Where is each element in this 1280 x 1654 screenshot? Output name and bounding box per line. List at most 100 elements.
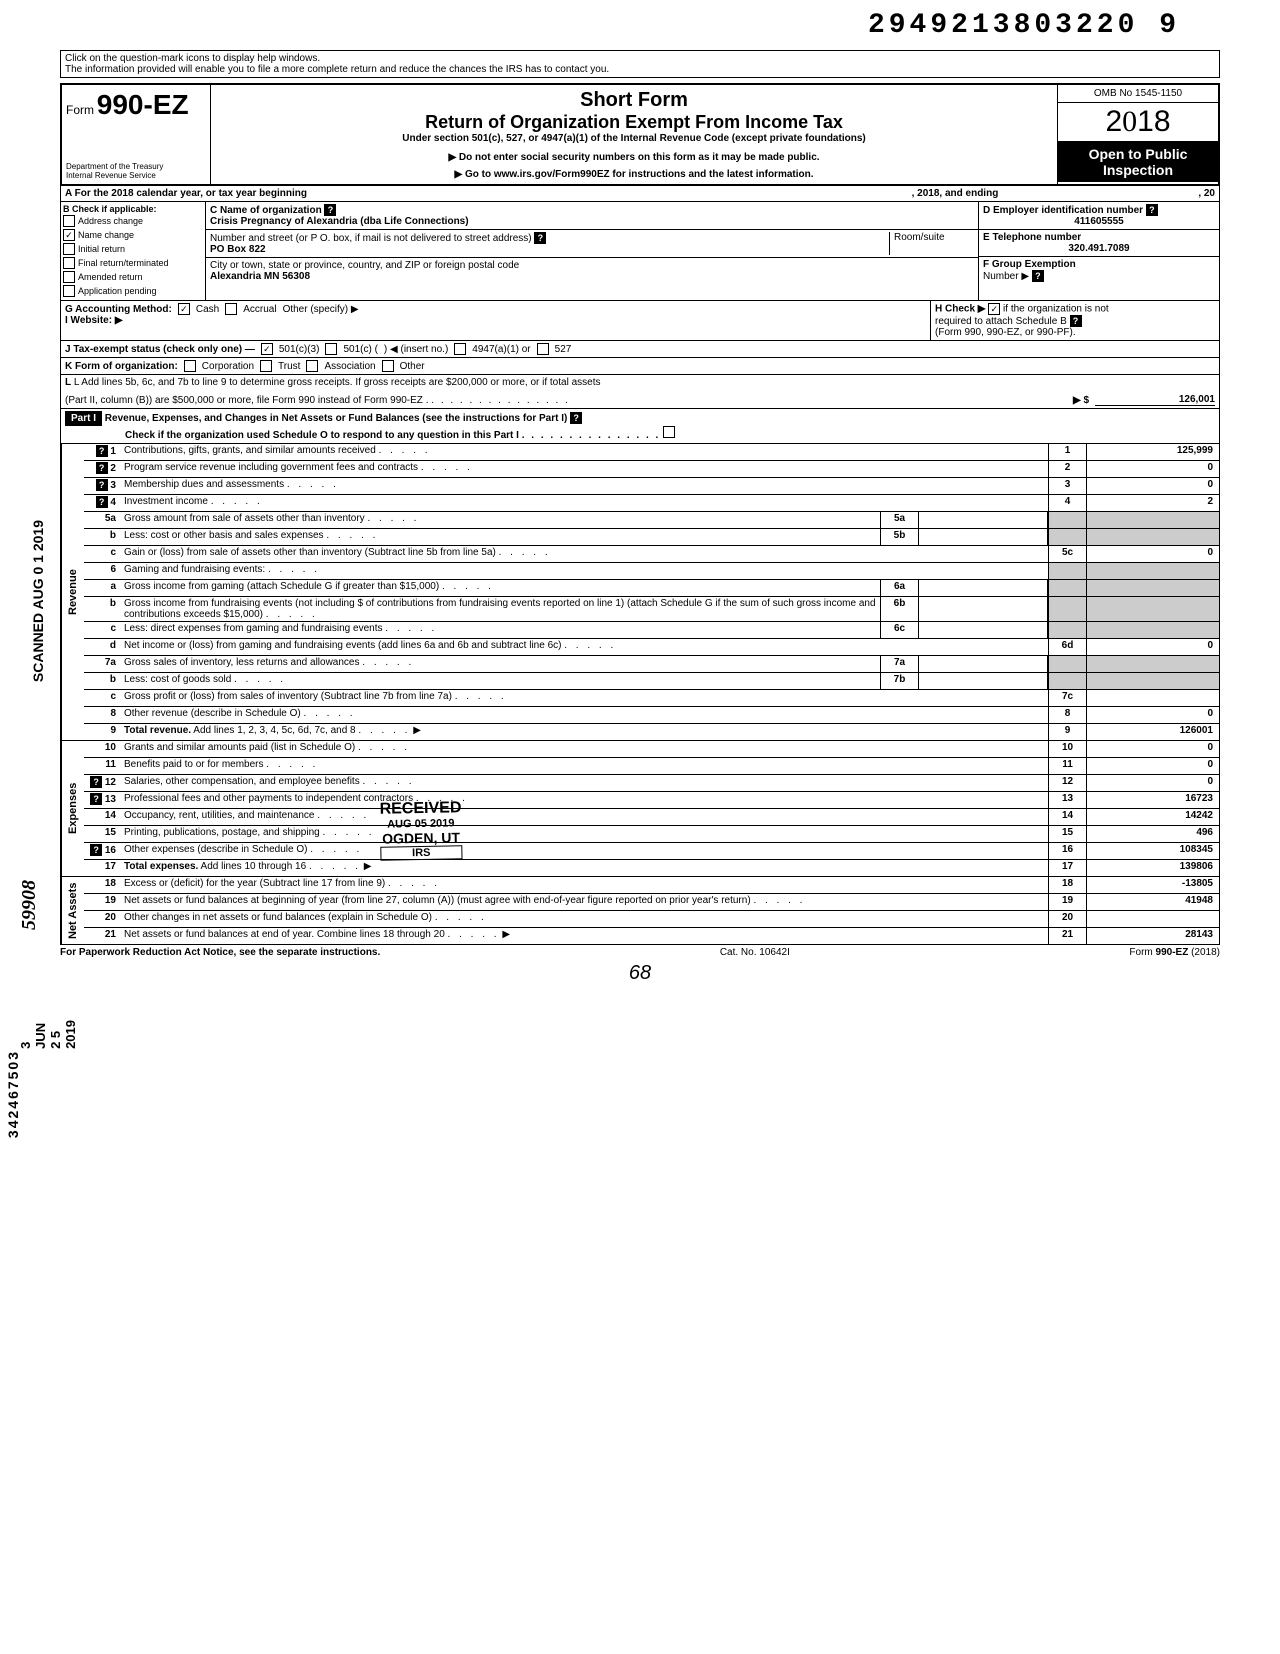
line-number: 17 (84, 860, 120, 876)
org-city: Alexandria MN 56308 (210, 271, 310, 282)
line-description: Net assets or fund balances at end of ye… (120, 928, 1048, 944)
line-number: 9 (84, 724, 120, 740)
line-a-mid: , 2018, and ending (912, 188, 999, 199)
cb-accrual[interactable] (225, 303, 237, 315)
footer-left: For Paperwork Reduction Act Notice, see … (60, 947, 380, 958)
end-line-num: 13 (1048, 792, 1086, 808)
cb-cash[interactable]: ✓ (178, 303, 190, 315)
qmark-icon[interactable]: ? (96, 496, 108, 508)
line-number: 14 (84, 809, 120, 825)
table-row: cGross profit or (loss) from sales of in… (84, 690, 1219, 707)
qmark-icon[interactable]: ? (96, 479, 108, 491)
table-row: cLess: direct expenses from gaming and f… (84, 622, 1219, 639)
mid-line-num: 7a (880, 656, 919, 672)
dept-irs: Internal Revenue Service (66, 171, 206, 180)
line-number: ? 3 (84, 478, 120, 494)
qmark-icon[interactable]: ? (1070, 315, 1082, 327)
line-number: 20 (84, 911, 120, 927)
cb-501c[interactable] (325, 343, 337, 355)
expenses-side-label: Expenses (61, 741, 84, 876)
table-row: dNet income or (loss) from gaming and fu… (84, 639, 1219, 656)
help-box: Click on the question-mark icons to disp… (60, 50, 1220, 78)
cb-final-label: Final return/terminated (78, 258, 169, 268)
line-number: 21 (84, 928, 120, 944)
qmark-icon[interactable]: ? (1146, 204, 1158, 216)
table-row: bGross income from fundraising events (n… (84, 597, 1219, 622)
qmark-icon[interactable]: ? (96, 445, 108, 457)
f-number-label: Number ▶ (983, 271, 1029, 282)
qmark-icon[interactable]: ? (324, 204, 336, 216)
table-row: 17Total expenses. Add lines 10 through 1… (84, 860, 1219, 876)
cb-final[interactable] (63, 257, 75, 269)
table-row: 18Excess or (deficit) for the year (Subt… (84, 877, 1219, 894)
line-description: Gross income from fundraising events (no… (120, 597, 880, 621)
cb-assoc[interactable] (306, 360, 318, 372)
grey-cell (1048, 597, 1086, 621)
cb-amended[interactable] (63, 271, 75, 283)
line-description: Other revenue (describe in Schedule O) .… (120, 707, 1048, 723)
table-row: 11Benefits paid to or for members . . . … (84, 758, 1219, 775)
cb-name[interactable]: ✓ (63, 229, 75, 241)
cb-address[interactable] (63, 215, 75, 227)
table-row: ? 16Other expenses (describe in Schedule… (84, 843, 1219, 860)
end-line-val (1086, 911, 1219, 927)
qmark-icon[interactable]: ? (96, 462, 108, 474)
mid-line-num: 7b (880, 673, 919, 689)
org-name: Crisis Pregnancy of Alexandria (dba Life… (210, 216, 469, 227)
qmark-icon[interactable]: ? (1032, 270, 1044, 282)
cb-other[interactable] (382, 360, 394, 372)
qmark-icon[interactable]: ? (90, 793, 102, 805)
cb-4947[interactable] (454, 343, 466, 355)
end-line-num: 1 (1048, 444, 1086, 460)
end-line-num: 18 (1048, 877, 1086, 893)
qmark-icon[interactable]: ? (90, 776, 102, 788)
line-description: Professional fees and other payments to … (120, 792, 1048, 808)
line-a-suffix: , 20 (1198, 188, 1215, 199)
cb-trust[interactable] (260, 360, 272, 372)
grey-cell (1086, 622, 1219, 638)
end-line-num: 10 (1048, 741, 1086, 757)
mid-line-val (919, 580, 1048, 596)
end-line-val: 126001 (1086, 724, 1219, 740)
h-check-label: H Check ▶ (935, 304, 985, 315)
d-ein-label: D Employer identification number (983, 205, 1143, 216)
table-row: 9Total revenue. Add lines 1, 2, 3, 4, 5c… (84, 724, 1219, 740)
table-row: aGross income from gaming (attach Schedu… (84, 580, 1219, 597)
end-line-val: 0 (1086, 758, 1219, 774)
tax-year: 20201818 (1058, 103, 1218, 142)
qmark-icon[interactable]: ? (90, 844, 102, 856)
line-number: ? 4 (84, 495, 120, 511)
grey-cell (1048, 563, 1086, 579)
page-number: 68 (60, 962, 1220, 985)
mid-line-val (919, 673, 1048, 689)
cb-initial-label: Initial return (78, 244, 125, 254)
footer-right: Form 990-EZ (2018) (1129, 947, 1220, 958)
cb-schedule-o[interactable] (663, 426, 675, 438)
cb-501c3[interactable]: ✓ (261, 343, 273, 355)
table-row: 14Occupancy, rent, utilities, and mainte… (84, 809, 1219, 826)
qmark-icon[interactable]: ? (570, 412, 582, 424)
margin-script3: 342467503 (5, 1050, 21, 1138)
cb-initial[interactable] (63, 243, 75, 255)
table-row: 21Net assets or fund balances at end of … (84, 928, 1219, 944)
table-row: ? 4Investment income . . . . .42 (84, 495, 1219, 512)
grey-cell (1086, 656, 1219, 672)
cb-pending[interactable] (63, 285, 75, 297)
line-description: Gross income from gaming (attach Schedul… (120, 580, 880, 596)
cb-corp[interactable] (184, 360, 196, 372)
line-number: c (84, 690, 120, 706)
grey-cell (1048, 622, 1086, 638)
line-number: 11 (84, 758, 120, 774)
line-description: Other expenses (describe in Schedule O) … (120, 843, 1048, 859)
cb-schedule-b[interactable]: ✓ (988, 303, 1000, 315)
k-assoc: Association (324, 361, 375, 372)
line-a-prefix: A For the 2018 calendar year, or tax yea… (65, 188, 307, 199)
e-phone-label: E Telephone number (983, 232, 1081, 243)
mid-line-val (919, 512, 1048, 528)
ssn-warning: ▶ Do not enter social security numbers o… (215, 152, 1053, 163)
table-row: ? 2Program service revenue including gov… (84, 461, 1219, 478)
accrual-label: Accrual (243, 304, 276, 315)
qmark-icon[interactable]: ? (534, 232, 546, 244)
open-public-2: Inspection (1062, 162, 1214, 178)
cb-527[interactable] (537, 343, 549, 355)
